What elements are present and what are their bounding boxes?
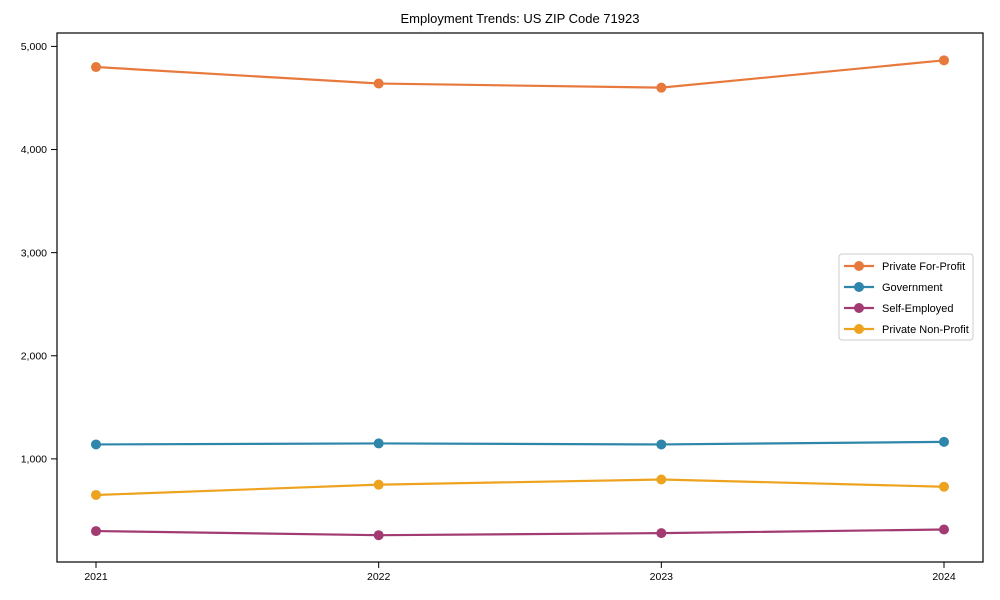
legend-marker	[854, 261, 864, 271]
data-point	[656, 528, 667, 539]
x-tick-label: 2023	[650, 571, 674, 583]
series-line-private-for-profit	[95, 59, 945, 89]
series-line-government	[95, 440, 945, 446]
y-tick-label: 5,000	[21, 41, 47, 53]
x-tick-label: 2024	[932, 571, 956, 583]
legend-box	[838, 253, 974, 341]
data-point	[373, 438, 384, 449]
data-point	[91, 439, 101, 450]
data-point	[656, 474, 667, 485]
data-point	[373, 78, 384, 89]
series-line-private-non-profit	[95, 478, 945, 497]
plot-area-border	[56, 32, 984, 563]
x-tick-label: 2022	[367, 571, 391, 583]
legend-item: Government	[844, 282, 943, 294]
data-point	[373, 479, 384, 490]
data-point	[939, 481, 949, 492]
data-point	[91, 526, 101, 537]
y-axis: 1,000 2,000 3,000 4,000 5,000	[21, 41, 57, 466]
legend-item: Self-Employed	[844, 303, 954, 315]
legend-marker	[854, 282, 864, 292]
data-point	[656, 82, 667, 93]
legend-label: Private Non-Profit	[882, 324, 969, 336]
legend-marker	[854, 324, 864, 334]
data-point	[91, 489, 101, 500]
legend-item: Private Non-Profit	[844, 324, 969, 336]
chart-title: Employment Trends: US ZIP Code 71923	[401, 11, 640, 26]
legend-label: Private For-Profit	[882, 261, 965, 273]
data-point	[91, 62, 101, 73]
data-point	[656, 439, 667, 450]
legend-marker	[854, 303, 864, 313]
series-line-self-employed	[95, 528, 945, 537]
y-tick-label: 3,000	[21, 247, 47, 259]
data-point	[939, 436, 949, 447]
x-axis: 2021 2022 2023 2024	[84, 562, 956, 583]
legend-label: Government	[882, 282, 943, 294]
data-point	[373, 530, 384, 541]
data-point	[939, 524, 949, 535]
y-tick-label: 4,000	[21, 144, 47, 156]
data-point	[939, 55, 949, 66]
legend-label: Self-Employed	[882, 303, 954, 315]
legend-item: Private For-Profit	[844, 261, 965, 273]
series-lines	[91, 55, 949, 541]
y-tick-label: 1,000	[21, 454, 47, 466]
legend: Private For-Profit Government Self-Employe…	[838, 253, 974, 341]
x-tick-label: 2021	[84, 571, 108, 583]
y-tick-label: 2,000	[21, 350, 47, 362]
